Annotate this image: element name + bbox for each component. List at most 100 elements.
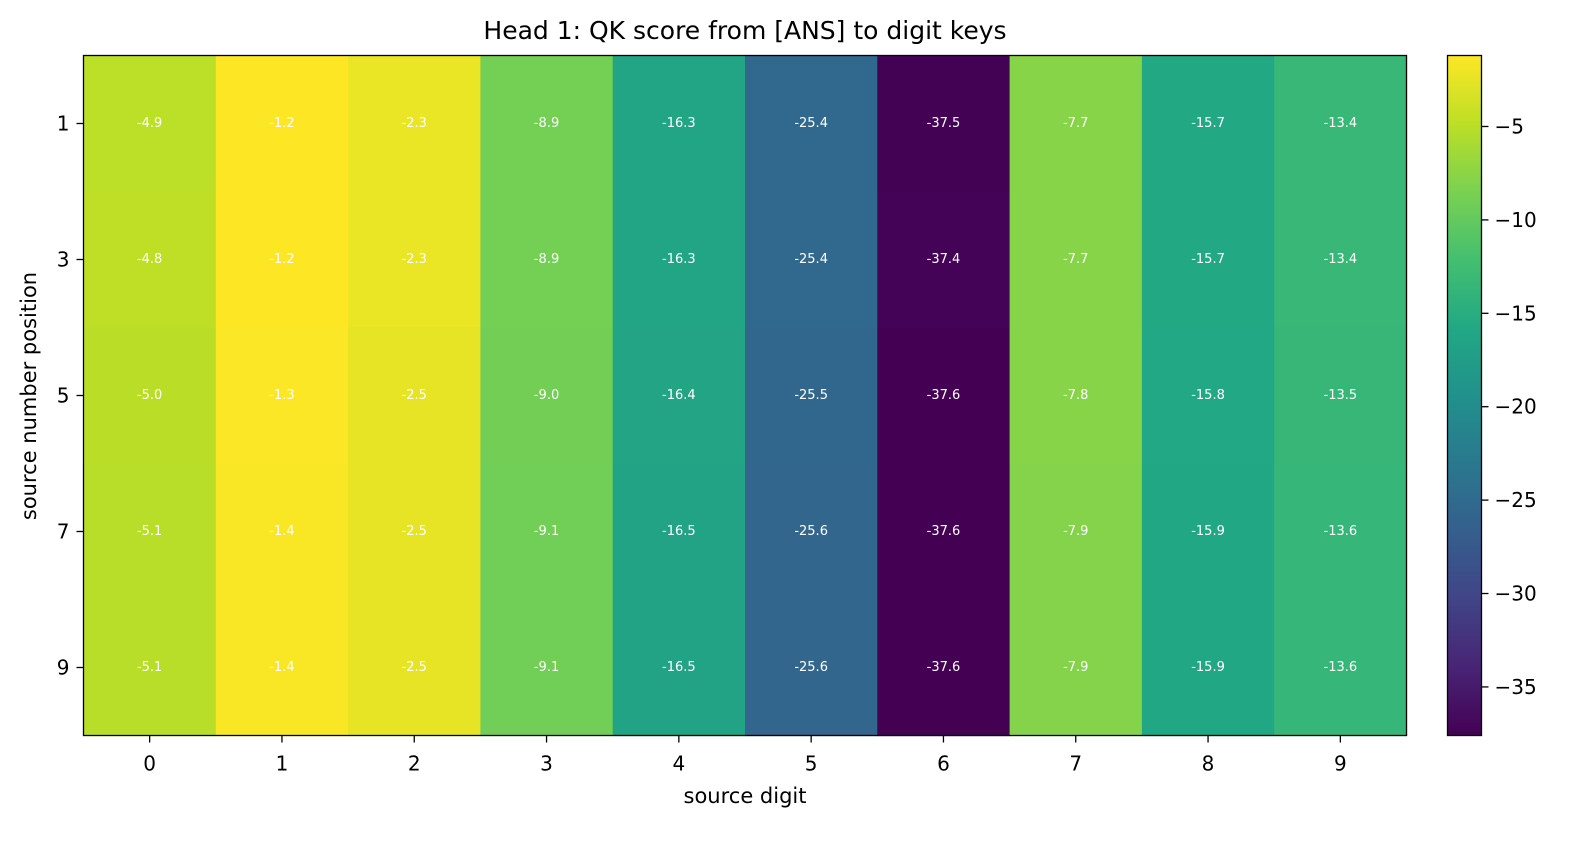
x-tick-label: 5 [805, 752, 818, 776]
cell-value-label: -7.9 [1063, 524, 1088, 539]
heatmap-cell [612, 599, 746, 737]
cell-value-label: -13.4 [1324, 116, 1358, 131]
heatmap-cell [612, 55, 746, 193]
cell-value-label: -9.0 [534, 388, 559, 403]
cell-value-label: -16.3 [662, 252, 696, 267]
cell-value-label: -25.5 [794, 388, 828, 403]
heatmap-cell [215, 599, 349, 737]
cell-value-label: -1.4 [269, 524, 294, 539]
cell-value-label: -5.0 [137, 388, 162, 403]
heatmap-cell [1274, 55, 1408, 193]
heatmap-cell [1141, 599, 1275, 737]
heatmap-cell [877, 599, 1011, 737]
y-tick-label: 5 [57, 384, 70, 408]
heatmap-cell [215, 463, 349, 601]
cell-value-label: -13.6 [1324, 660, 1358, 675]
heatmap-cell [745, 55, 878, 193]
heatmap-cell [1274, 191, 1408, 329]
colorbar-ticks: −5 −10 −15 −20 −25 −30 −35 [1481, 114, 1537, 699]
cell-value-label: -1.3 [269, 388, 294, 403]
colorbar-tick-label: −35 [1495, 675, 1537, 699]
cell-value-label: -1.2 [269, 116, 294, 131]
heatmap-cell [480, 191, 614, 329]
cell-value-label: -2.5 [402, 660, 427, 675]
cell-value-label: -5.1 [137, 524, 162, 539]
heatmap-cell [348, 599, 481, 737]
cell-value-label: -7.7 [1063, 116, 1088, 131]
cell-value-label: -25.4 [794, 252, 828, 267]
y-tick-label: 7 [57, 520, 70, 544]
cell-value-label: -16.5 [662, 660, 696, 675]
colorbar-tick-label: −25 [1495, 488, 1537, 512]
y-tick-label: 3 [57, 248, 70, 272]
heatmap-cell [215, 55, 349, 193]
heatmap-cell [1274, 327, 1408, 465]
heatmap-cell [612, 463, 746, 601]
cell-value-label: -9.1 [534, 524, 559, 539]
x-axis-label: source digit [684, 784, 807, 808]
heatmap-cell [83, 191, 217, 329]
heatmap-cell [1274, 599, 1408, 737]
heatmap-cell [745, 327, 878, 465]
heatmap-cell [877, 55, 1011, 193]
heatmap-cell [1009, 599, 1143, 737]
heatmap-cells [83, 55, 1408, 737]
cell-value-label: -4.8 [137, 252, 162, 267]
heatmap-cell [83, 327, 217, 465]
cell-value-label: -1.4 [269, 660, 294, 675]
cell-value-label: -25.6 [794, 660, 828, 675]
heatmap-cell [480, 599, 614, 737]
cell-value-label: -16.4 [662, 388, 696, 403]
heatmap-cell [480, 463, 614, 601]
heatmap-cell [877, 463, 1011, 601]
y-axis-ticks: 1 3 5 7 9 [57, 112, 84, 680]
cell-value-label: -2.5 [402, 524, 427, 539]
cell-value-label: -15.9 [1191, 524, 1225, 539]
heatmap-cell [1141, 463, 1275, 601]
cell-value-label: -7.9 [1063, 660, 1088, 675]
cell-value-label: -2.3 [402, 116, 427, 131]
x-axis-ticks: 0 1 2 3 4 5 6 7 8 9 [143, 735, 1347, 776]
cell-value-label: -8.9 [534, 116, 559, 131]
heatmap-cell [1009, 55, 1143, 193]
heatmap-cell [348, 55, 481, 193]
x-tick-label: 8 [1202, 752, 1215, 776]
heatmap-cell [1274, 463, 1408, 601]
cell-value-label: -5.1 [137, 660, 162, 675]
heatmap-cell [1141, 327, 1275, 465]
heatmap-cell [1009, 463, 1143, 601]
cell-value-label: -1.2 [269, 252, 294, 267]
x-tick-label: 2 [408, 752, 421, 776]
cell-value-label: -37.4 [927, 252, 961, 267]
cell-value-label: -15.9 [1191, 660, 1225, 675]
heatmap-value-labels: -4.9 -1.2 -2.3 -8.9 -16.3 -25.4 -37.5 -7.7 -15.7… [137, 116, 1357, 675]
cell-value-label: -13.4 [1324, 252, 1358, 267]
x-tick-label: 4 [672, 752, 685, 776]
colorbar-tick-label: −30 [1495, 582, 1537, 606]
x-tick-label: 7 [1069, 752, 1082, 776]
colorbar [1447, 55, 1482, 736]
y-axis-label: source number position [17, 272, 41, 520]
cell-value-label: -15.7 [1191, 116, 1225, 131]
heatmap-cell [348, 327, 481, 465]
heatmap-cell [1141, 191, 1275, 329]
heatmap-cell [83, 463, 217, 601]
heatmap-cell [83, 55, 217, 193]
cell-value-label: -37.6 [927, 524, 961, 539]
heatmap-cell [745, 191, 878, 329]
heatmap-cell [215, 327, 349, 465]
heatmap-cell [1009, 327, 1143, 465]
colorbar-tick-label: −10 [1495, 208, 1537, 232]
heatmap-cell [480, 55, 614, 193]
colorbar-tick-label: −5 [1495, 114, 1524, 138]
heatmap-cell [877, 191, 1011, 329]
y-tick-label: 9 [57, 656, 70, 680]
cell-value-label: -13.5 [1324, 388, 1358, 403]
cell-value-label: -16.5 [662, 524, 696, 539]
y-tick-label: 1 [57, 112, 70, 136]
cell-value-label: -37.6 [927, 660, 961, 675]
cell-value-label: -15.8 [1191, 388, 1225, 403]
x-tick-label: 6 [937, 752, 950, 776]
heatmap-cell [612, 327, 746, 465]
heatmap-cell [745, 599, 878, 737]
